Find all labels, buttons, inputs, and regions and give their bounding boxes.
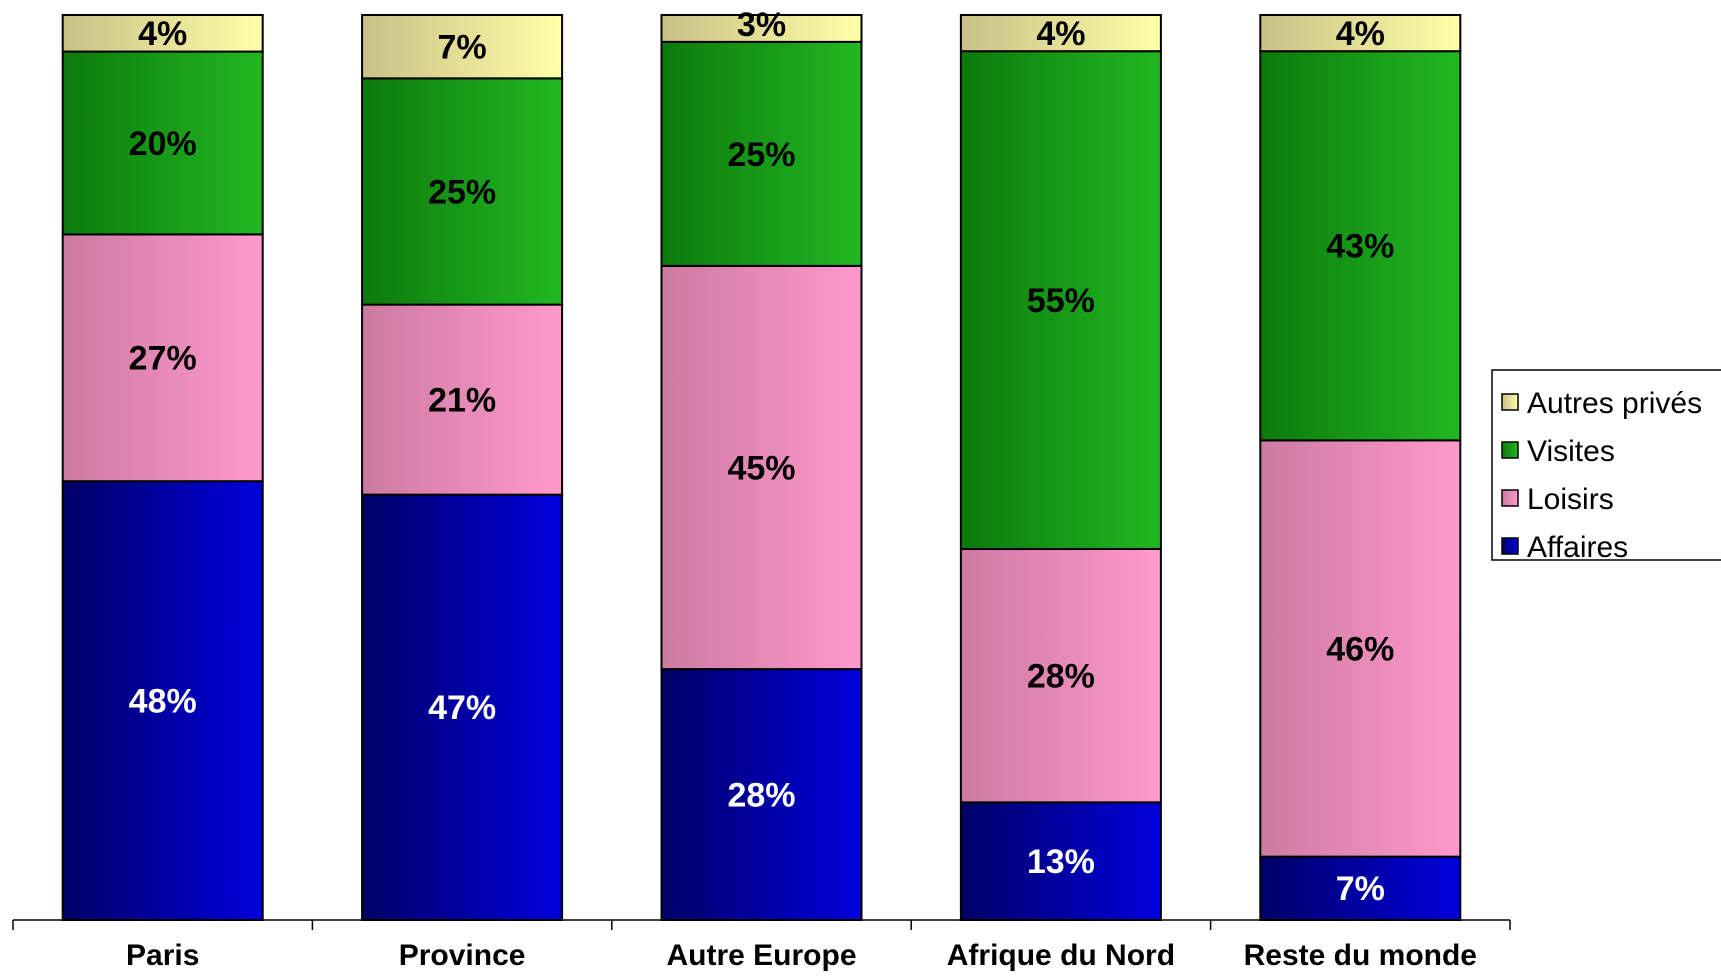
category-label: Reste du monde — [1244, 939, 1477, 972]
data-label: 43% — [1326, 228, 1394, 266]
legend: Autres privés Visites Loisirs Affaires — [1491, 369, 1721, 564]
data-label: 7% — [438, 29, 487, 67]
data-label: 48% — [129, 683, 197, 721]
data-label: 4% — [1336, 15, 1385, 53]
bar-segment-visites-reste-du-monde — [1259, 50, 1462, 442]
bar-segment-affaires-paris — [61, 480, 264, 921]
data-label: 4% — [138, 15, 187, 53]
data-label: 46% — [1326, 630, 1394, 668]
legend-swatch-autres-priv-s — [1501, 393, 1519, 411]
bar-segment-autres-priv-s-paris — [61, 14, 264, 53]
data-label: 55% — [1027, 282, 1095, 320]
data-label: 13% — [1027, 843, 1095, 881]
bars-layer — [61, 14, 1462, 922]
data-label: 28% — [1027, 658, 1095, 696]
bar-segment-autres-priv-s-afrique-du-nord — [959, 14, 1162, 53]
bar-segment-autres-priv-s-autre-europe — [660, 14, 863, 43]
data-label: 45% — [727, 449, 795, 487]
data-label: 3% — [737, 6, 786, 44]
bar-segment-affaires-reste-du-monde — [1259, 855, 1462, 922]
data-label: 25% — [428, 173, 496, 211]
data-label: 47% — [428, 689, 496, 727]
category-label: Province — [399, 939, 526, 972]
bar-segment-affaires-afrique-du-nord — [959, 801, 1162, 921]
category-labels: Paris Province Autre Europe Afrique du Nord… — [126, 939, 1477, 972]
data-label: 27% — [129, 340, 197, 378]
data-label: 7% — [1336, 870, 1385, 908]
legend-label: Visites — [1527, 435, 1615, 468]
bar-segment-loisirs-province — [361, 303, 564, 496]
data-label: 20% — [129, 125, 197, 163]
bar-segment-visites-province — [361, 77, 564, 306]
legend-label: Autres privés — [1527, 387, 1702, 420]
legend-swatch-loisirs — [1501, 489, 1519, 507]
category-label: Afrique du Nord — [947, 939, 1175, 972]
legend-swatch-visites — [1501, 441, 1519, 459]
bar-segment-loisirs-autre-europe — [660, 264, 863, 671]
bar-segment-visites-afrique-du-nord — [959, 50, 1162, 550]
bar-segment-visites-autre-europe — [660, 40, 863, 267]
legend-label: Affaires — [1527, 531, 1628, 564]
segment-labels: 48% 27% 20% 4% 47% 21% 25% 7% 28% 45% 25% 3% 13% 28% 5… — [129, 6, 1395, 908]
bar-segment-affaires-province — [361, 493, 564, 921]
data-label: 28% — [727, 776, 795, 814]
bar-segment-autres-priv-s-reste-du-monde — [1259, 14, 1462, 53]
legend-box — [1491, 369, 1721, 561]
legend-swatch-affaires — [1501, 537, 1519, 555]
category-label: Paris — [126, 939, 199, 972]
bar-segment-loisirs-paris — [61, 233, 264, 483]
data-label: 21% — [428, 382, 496, 420]
bar-segment-autres-priv-s-province — [361, 14, 564, 80]
category-label: Autre Europe — [666, 939, 856, 972]
data-label: 4% — [1036, 15, 1085, 53]
data-label: 25% — [727, 136, 795, 174]
legend-label: Loisirs — [1527, 483, 1614, 516]
bar-segment-loisirs-reste-du-monde — [1259, 439, 1462, 858]
x-axis — [12, 919, 1511, 930]
